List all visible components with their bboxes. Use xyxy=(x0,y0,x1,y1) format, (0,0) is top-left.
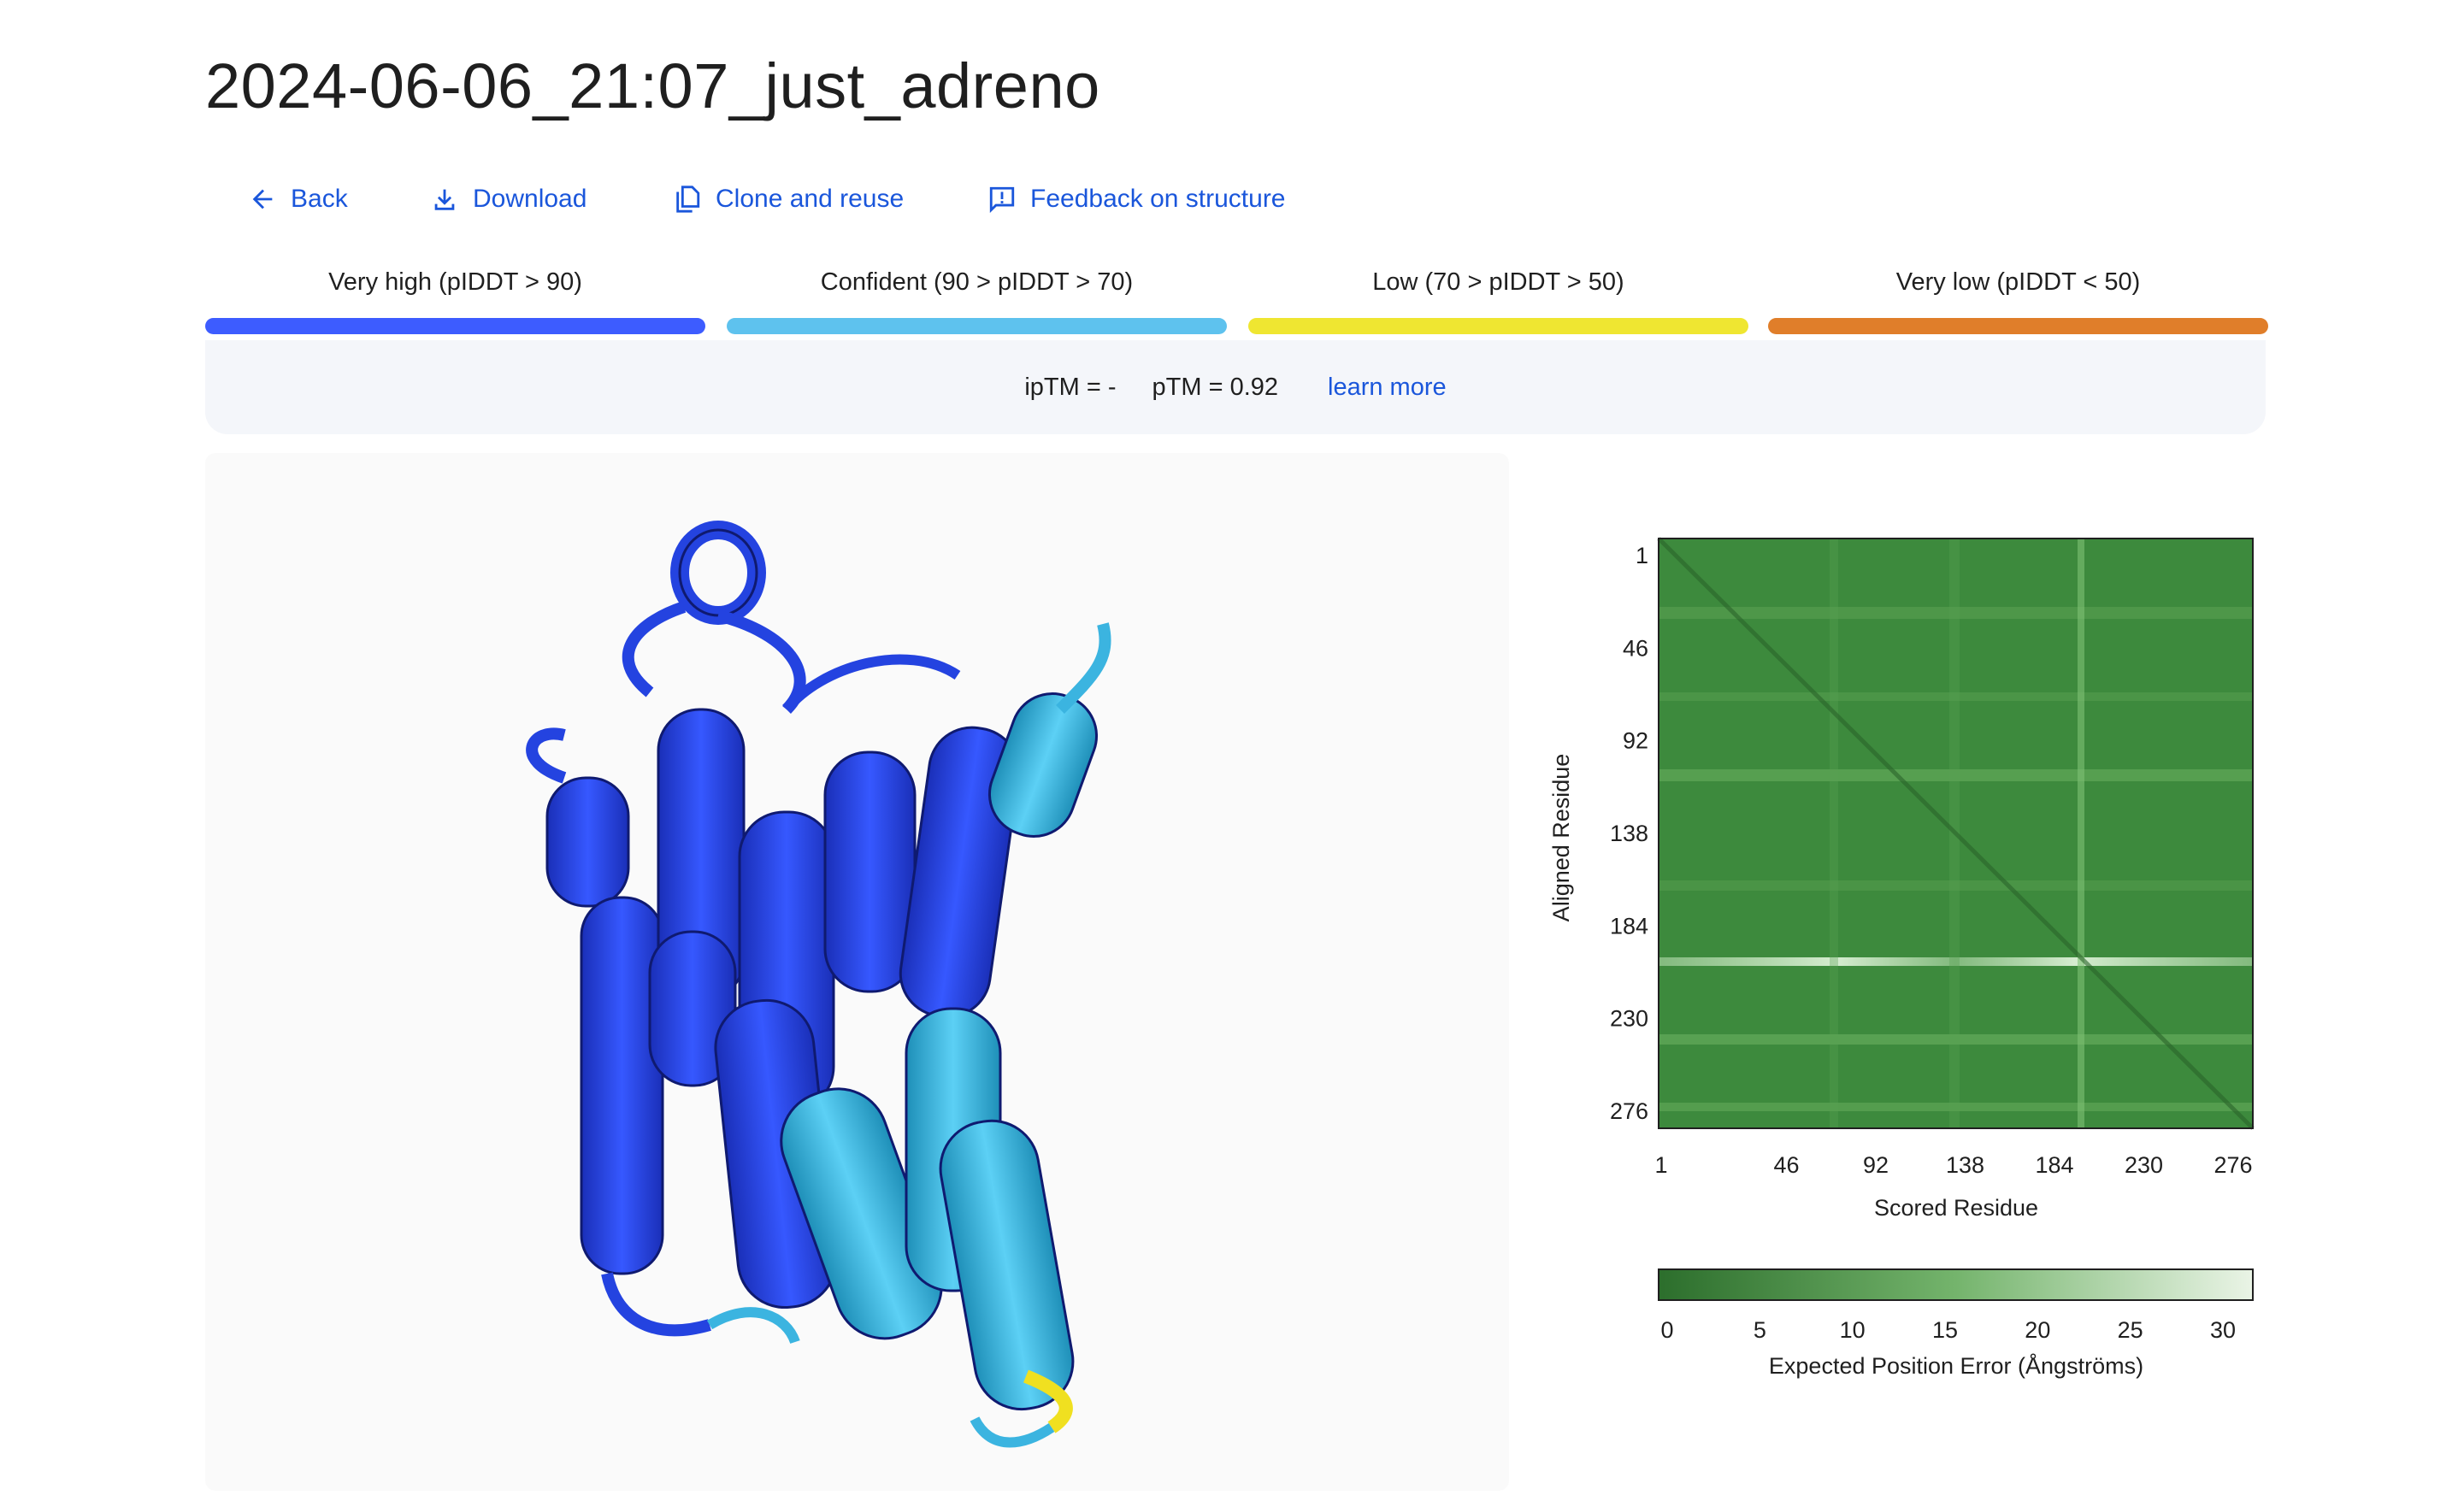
x-tick-label: 1 xyxy=(1654,1152,1667,1178)
feedback-label: Feedback on structure xyxy=(1030,185,1286,213)
scores-panel: ipTM = - pTM = 0.92 learn more xyxy=(205,340,2266,434)
helix-ribbons xyxy=(526,521,1111,1448)
structure-viewer[interactable] xyxy=(205,453,1509,1491)
y-tick-label: 46 xyxy=(1623,635,1648,661)
y-tick-label: 92 xyxy=(1623,728,1648,754)
feedback-icon xyxy=(989,186,1015,214)
legend-bar xyxy=(727,318,1227,334)
legend-label: Low (70 > pIDDT > 50) xyxy=(1372,268,1624,296)
clone-and-reuse-button[interactable]: Clone and reuse xyxy=(673,178,904,221)
pae-plot: 1 46 92 138 184 230 276 1 46 92 138 184 230 276 Alig… xyxy=(1522,479,2291,1436)
legend-bar xyxy=(205,318,705,334)
arrow-left-icon xyxy=(252,189,273,209)
legend-low: Low (70 > pIDDT > 50) xyxy=(1248,265,1748,334)
page-title: 2024-06-06_21:07_just_adreno xyxy=(205,50,1100,121)
ptm-score: pTM = 0.92 xyxy=(1152,373,1279,401)
y-tick-label: 230 xyxy=(1610,1006,1648,1032)
legend-bar xyxy=(1768,318,2268,334)
iptm-score: ipTM = - xyxy=(1024,373,1117,401)
colorbar-tick-label: 5 xyxy=(1754,1317,1766,1343)
y-tick-label: 184 xyxy=(1610,913,1648,939)
download-button[interactable]: Download xyxy=(430,178,587,221)
colorbar-tick-label: 25 xyxy=(2118,1317,2143,1343)
protein-structure xyxy=(526,521,1111,1448)
colorbar-label: Expected Position Error (Ångströms) xyxy=(1769,1352,2143,1379)
colorbar xyxy=(1658,1268,2254,1301)
x-axis-label: Scored Residue xyxy=(1874,1195,2038,1221)
legend-bar xyxy=(1248,318,1748,334)
y-tick-label: 276 xyxy=(1610,1098,1648,1124)
clone-label: Clone and reuse xyxy=(716,185,905,213)
y-axis-label: Aligned Residue xyxy=(1548,754,1574,922)
legend-very-high: Very high (pIDDT > 90) xyxy=(205,265,705,334)
x-tick-label: 138 xyxy=(1946,1152,1984,1178)
y-axis-ticks: 1 46 92 138 184 230 276 xyxy=(1610,543,1648,1124)
y-tick-label: 1 xyxy=(1636,543,1648,568)
x-tick-label: 276 xyxy=(2213,1152,2252,1178)
y-tick-label: 138 xyxy=(1610,821,1648,846)
back-button[interactable]: Back xyxy=(248,178,348,221)
x-tick-label: 46 xyxy=(1773,1152,1799,1178)
colorbar-tick-label: 30 xyxy=(2210,1317,2236,1343)
x-tick-label: 184 xyxy=(2035,1152,2073,1178)
legend-label: Confident (90 > pIDDT > 70) xyxy=(820,268,1134,296)
feedback-button[interactable]: Feedback on structure xyxy=(987,178,1286,221)
copy-icon xyxy=(676,185,700,213)
learn-more-link[interactable]: learn more xyxy=(1328,373,1447,401)
x-tick-label: 92 xyxy=(1863,1152,1889,1178)
x-axis-ticks: 1 46 92 138 184 230 276 xyxy=(1654,1152,2252,1178)
back-label: Back xyxy=(291,185,348,213)
legend-very-low: Very low (pIDDT < 50) xyxy=(1768,265,2268,334)
legend-label: Very low (pIDDT < 50) xyxy=(1895,268,2141,296)
pae-heatmap-chart: 1 46 92 138 184 230 276 1 46 92 138 184 230 276 Alig… xyxy=(1548,537,2255,1379)
download-icon xyxy=(434,189,455,210)
heatmap-area xyxy=(1657,537,2255,1130)
legend-label: Very high (pIDDT > 90) xyxy=(328,268,582,296)
colorbar-tick-label: 15 xyxy=(1932,1317,1958,1343)
x-tick-label: 230 xyxy=(2125,1152,2163,1178)
colorbar-tick-label: 0 xyxy=(1660,1317,1673,1343)
colorbar-tick-label: 20 xyxy=(2025,1317,2050,1343)
legend-confident: Confident (90 > pIDDT > 70) xyxy=(727,265,1227,334)
download-label: Download xyxy=(473,185,587,213)
colorbar-ticks: 0 5 10 15 20 25 30 xyxy=(1660,1317,2236,1343)
colorbar-tick-label: 10 xyxy=(1840,1317,1866,1343)
